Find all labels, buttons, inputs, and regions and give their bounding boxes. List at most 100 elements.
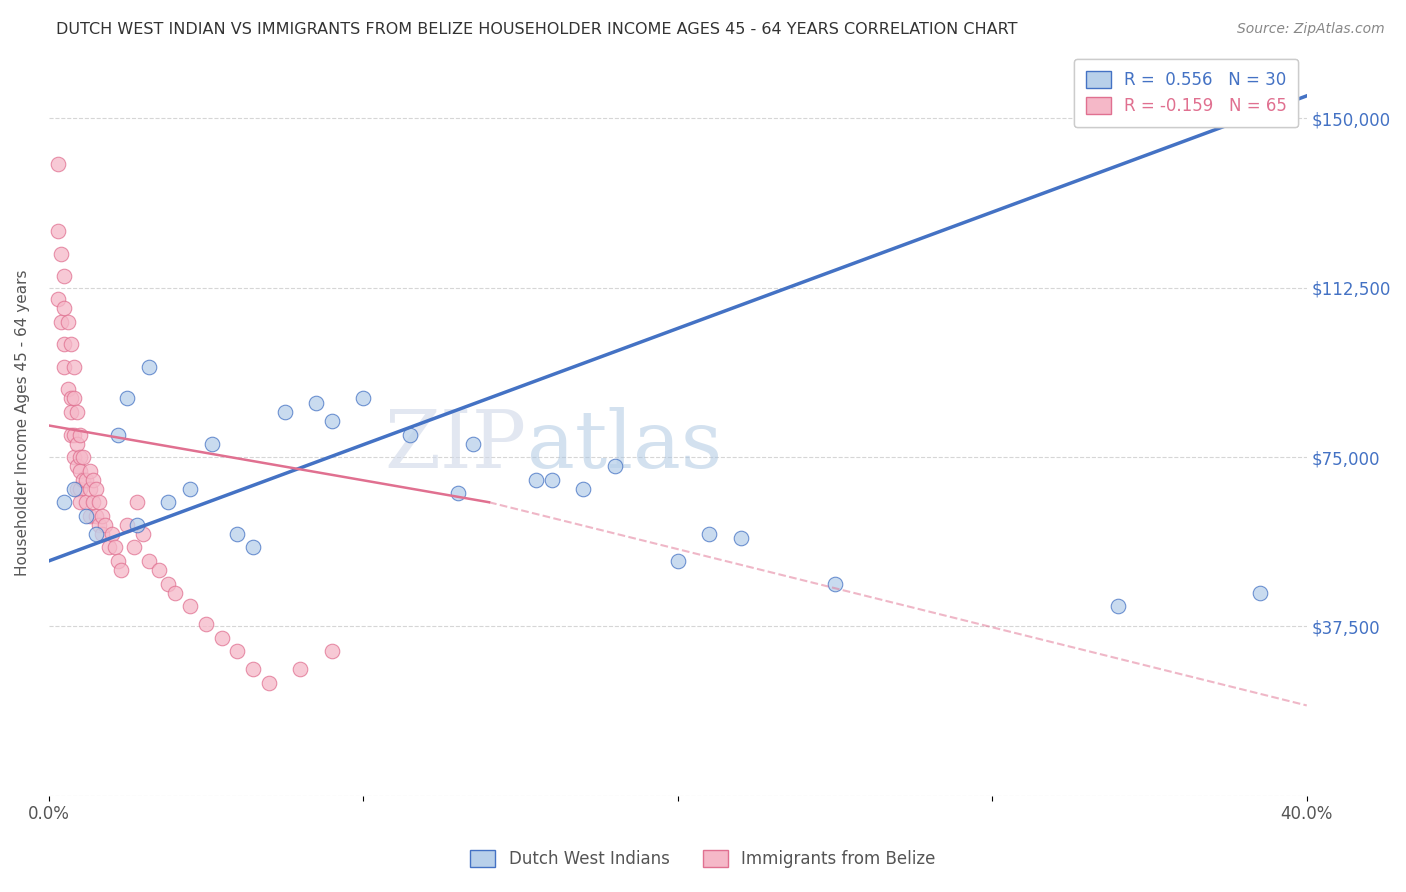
Point xyxy=(226,644,249,658)
Point xyxy=(69,450,91,464)
Point xyxy=(66,436,89,450)
Y-axis label: Householder Income Ages 45 - 64 years: Householder Income Ages 45 - 64 years xyxy=(15,270,30,576)
Text: atlas: atlas xyxy=(527,407,721,484)
Legend: R =  0.556   N = 30, R = -0.159   N = 65: R = 0.556 N = 30, R = -0.159 N = 65 xyxy=(1074,59,1298,127)
Point xyxy=(305,396,328,410)
Point xyxy=(179,599,201,613)
Point xyxy=(290,662,312,676)
Point xyxy=(94,517,117,532)
Point xyxy=(195,617,218,632)
Point xyxy=(59,427,82,442)
Point xyxy=(91,526,114,541)
Point xyxy=(91,508,114,523)
Point xyxy=(82,473,104,487)
Point xyxy=(76,495,98,509)
Point xyxy=(399,427,422,442)
Point xyxy=(125,495,148,509)
Point xyxy=(697,526,720,541)
Point xyxy=(84,526,107,541)
Point xyxy=(321,414,343,428)
Point xyxy=(63,359,86,374)
Point xyxy=(257,676,280,690)
Point xyxy=(84,482,107,496)
Point xyxy=(110,563,132,577)
Point xyxy=(824,576,846,591)
Legend: Dutch West Indians, Immigrants from Belize: Dutch West Indians, Immigrants from Beli… xyxy=(464,843,942,875)
Point xyxy=(59,392,82,406)
Point xyxy=(107,427,129,442)
Point xyxy=(603,459,626,474)
Point xyxy=(125,517,148,532)
Point xyxy=(79,464,101,478)
Point xyxy=(87,495,110,509)
Point xyxy=(51,315,73,329)
Point xyxy=(1249,585,1271,599)
Point xyxy=(157,495,180,509)
Point xyxy=(53,495,76,509)
Point xyxy=(179,482,201,496)
Point xyxy=(82,495,104,509)
Point xyxy=(53,301,76,315)
Point xyxy=(100,526,122,541)
Point xyxy=(51,247,73,261)
Point xyxy=(59,337,82,351)
Point xyxy=(211,631,233,645)
Point xyxy=(66,482,89,496)
Point xyxy=(84,508,107,523)
Point xyxy=(46,224,69,238)
Point xyxy=(66,405,89,419)
Point xyxy=(226,526,249,541)
Point xyxy=(117,392,139,406)
Point xyxy=(59,405,82,419)
Point xyxy=(321,644,343,658)
Point xyxy=(76,508,98,523)
Point xyxy=(157,576,180,591)
Point xyxy=(446,486,468,500)
Point xyxy=(107,554,129,568)
Point xyxy=(63,392,86,406)
Point xyxy=(148,563,170,577)
Point xyxy=(463,436,485,450)
Point xyxy=(72,450,94,464)
Point xyxy=(69,495,91,509)
Text: Source: ZipAtlas.com: Source: ZipAtlas.com xyxy=(1237,22,1385,37)
Point xyxy=(53,337,76,351)
Point xyxy=(53,269,76,284)
Point xyxy=(138,554,160,568)
Point xyxy=(730,532,752,546)
Point xyxy=(72,473,94,487)
Text: ZIP: ZIP xyxy=(385,407,527,484)
Point xyxy=(242,662,264,676)
Point xyxy=(97,541,120,555)
Point xyxy=(242,541,264,555)
Point xyxy=(79,482,101,496)
Point xyxy=(132,526,155,541)
Point xyxy=(524,473,547,487)
Point xyxy=(66,459,89,474)
Point xyxy=(69,482,91,496)
Point xyxy=(63,427,86,442)
Point xyxy=(46,156,69,170)
Point xyxy=(138,359,160,374)
Point xyxy=(201,436,224,450)
Point xyxy=(273,405,295,419)
Point xyxy=(541,473,564,487)
Point xyxy=(63,482,86,496)
Point xyxy=(79,508,101,523)
Point xyxy=(63,450,86,464)
Point xyxy=(117,517,139,532)
Point xyxy=(76,473,98,487)
Point xyxy=(1107,599,1129,613)
Point xyxy=(53,359,76,374)
Point xyxy=(352,392,374,406)
Point xyxy=(69,427,91,442)
Point xyxy=(572,482,595,496)
Point xyxy=(87,517,110,532)
Point xyxy=(163,585,186,599)
Point xyxy=(104,541,127,555)
Point xyxy=(69,464,91,478)
Point xyxy=(666,554,689,568)
Point xyxy=(56,382,79,396)
Point xyxy=(56,315,79,329)
Text: DUTCH WEST INDIAN VS IMMIGRANTS FROM BELIZE HOUSEHOLDER INCOME AGES 45 - 64 YEAR: DUTCH WEST INDIAN VS IMMIGRANTS FROM BEL… xyxy=(56,22,1018,37)
